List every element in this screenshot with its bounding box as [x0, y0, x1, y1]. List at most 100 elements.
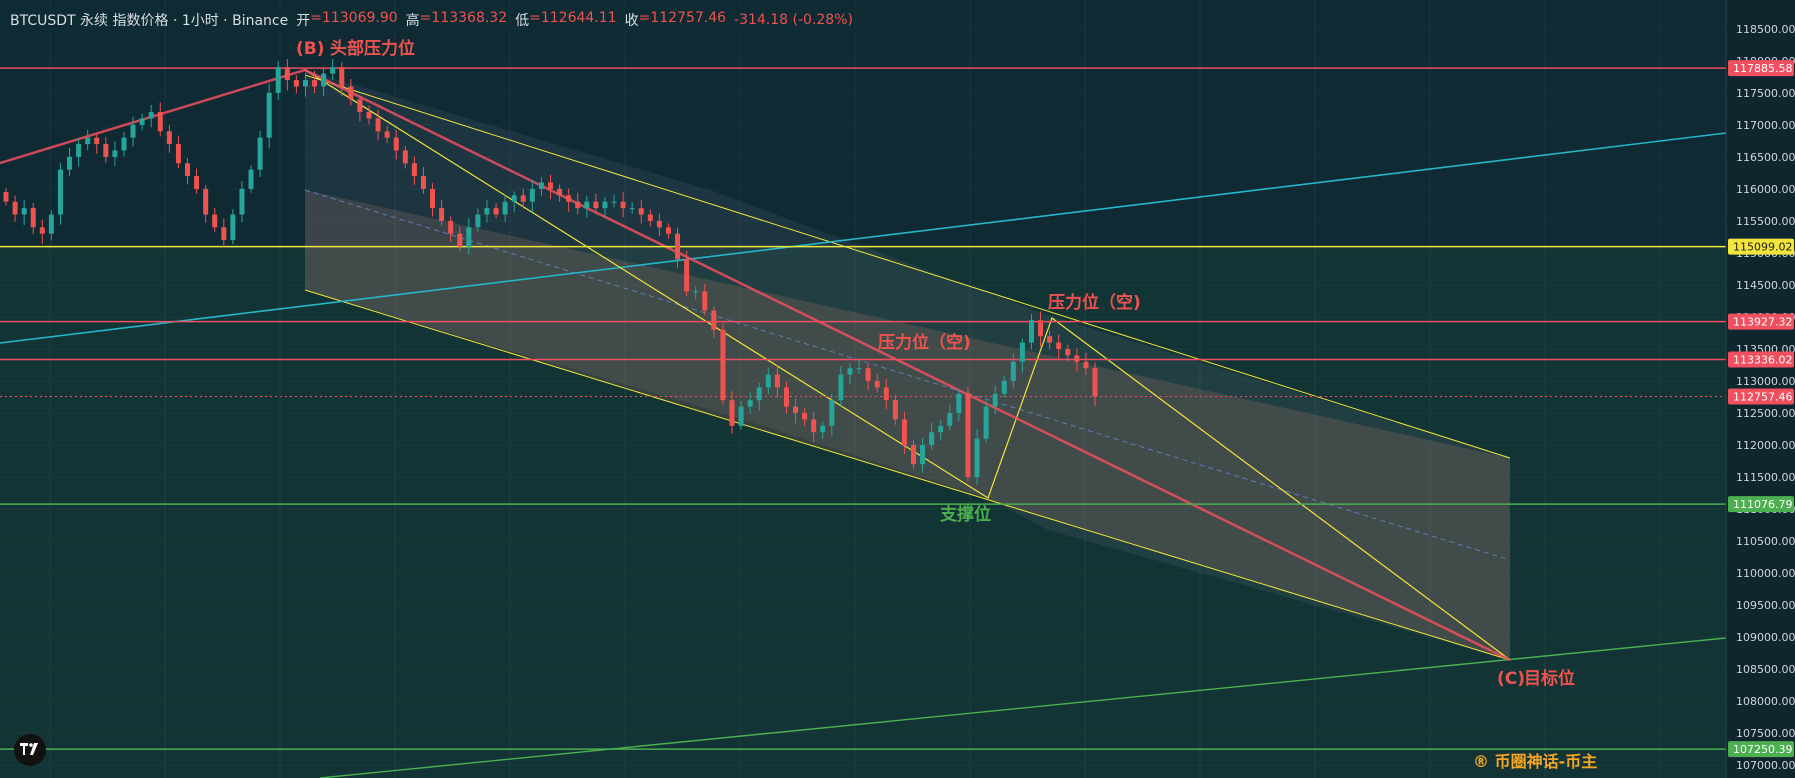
tradingview-logo-icon[interactable] — [14, 734, 46, 766]
candle — [57, 169, 63, 215]
candle — [620, 201, 626, 209]
candle — [711, 310, 717, 330]
candle — [203, 188, 209, 215]
candle — [185, 163, 190, 177]
candle — [847, 368, 853, 375]
candle — [974, 438, 980, 478]
candle — [1019, 342, 1025, 362]
candle — [1028, 320, 1034, 343]
candle — [856, 368, 862, 370]
candle — [366, 112, 372, 119]
candle — [575, 201, 581, 209]
candle — [312, 80, 318, 87]
y-tick-label: 116500.00 — [1736, 151, 1795, 164]
candle — [466, 227, 472, 247]
chart-annotation: 压力位（空) — [1048, 292, 1141, 313]
candle — [947, 413, 953, 426]
candle — [48, 214, 54, 234]
y-tick-label: 108000.00 — [1736, 695, 1795, 708]
candle — [130, 124, 136, 138]
y-tick-label: 107000.00 — [1736, 759, 1795, 772]
y-tick-label: 109500.00 — [1736, 599, 1795, 612]
price-tag — [1728, 388, 1794, 405]
candle — [402, 150, 408, 164]
candle — [647, 214, 653, 221]
candle — [85, 137, 91, 145]
green-trendline — [319, 637, 1727, 778]
candle — [747, 400, 753, 407]
candle — [21, 208, 27, 215]
support-zone — [0, 246, 1726, 778]
price-tag-label: 107250.39 — [1733, 743, 1793, 756]
candle — [684, 259, 690, 292]
channel-midline — [304, 189, 1511, 561]
candle — [557, 188, 563, 196]
candle — [611, 201, 617, 203]
candle — [511, 195, 517, 202]
price-tag-label: 113336.02 — [1733, 353, 1793, 366]
candle — [629, 208, 635, 210]
candle — [293, 80, 299, 87]
candle — [538, 182, 544, 189]
candle — [1074, 355, 1080, 362]
candle — [566, 195, 572, 202]
candle — [838, 374, 844, 401]
candle — [348, 86, 354, 100]
candle — [339, 67, 345, 87]
candle — [112, 150, 118, 157]
candle — [1065, 348, 1071, 356]
chart-annotation: (C) — [1497, 669, 1525, 689]
y-tick-label: 118500.00 — [1736, 23, 1795, 36]
candle — [820, 425, 826, 433]
candle — [121, 137, 127, 151]
ohlc-legend: BTCUSDT 永续 指数价格 · 1小时 · Binance 开 =113069… — [6, 8, 857, 32]
candle — [139, 118, 145, 125]
candle — [175, 144, 181, 164]
candle — [420, 176, 426, 189]
candle — [1083, 361, 1089, 369]
candle — [448, 220, 454, 234]
candle — [829, 400, 835, 426]
candle — [656, 220, 662, 228]
chart-annotation: 头部压力位 — [330, 38, 415, 59]
candle — [393, 137, 399, 151]
channel-bottom-line — [304, 289, 1511, 661]
candle — [484, 208, 490, 215]
candle — [965, 393, 971, 478]
candle — [911, 445, 916, 465]
candle — [76, 144, 82, 157]
candle — [1047, 336, 1053, 343]
candle — [702, 291, 708, 311]
candle — [384, 131, 390, 138]
y-tick-label: 108500.00 — [1736, 663, 1795, 676]
candle — [1010, 361, 1016, 381]
plot-background — [0, 0, 1726, 778]
symbol-label[interactable]: BTCUSDT 永续 指数价格 · 1小时 · Binance — [10, 13, 289, 29]
candle — [665, 227, 671, 234]
candle — [602, 201, 608, 209]
y-tick-label: 116000.00 — [1736, 183, 1795, 196]
change-value: -314.18 (-0.28%) — [734, 12, 853, 28]
candle — [103, 144, 109, 157]
candle — [738, 406, 744, 426]
candle — [811, 419, 817, 433]
y-tick-label: 112500.00 — [1736, 407, 1795, 420]
candle — [3, 192, 9, 202]
candle — [892, 400, 898, 420]
candle — [194, 176, 200, 189]
candle — [729, 400, 735, 426]
candle — [502, 201, 508, 215]
candle — [248, 169, 254, 189]
y-tick-label: 110500.00 — [1736, 535, 1795, 548]
candle — [166, 131, 172, 145]
candle — [30, 208, 36, 228]
wave-path — [304, 69, 1511, 661]
candle — [239, 188, 245, 215]
price-tag-label: 115099.02 — [1733, 241, 1793, 254]
candle — [520, 195, 526, 202]
candle — [584, 201, 590, 209]
y-tick-label: 115500.00 — [1736, 215, 1795, 228]
price-tag — [1728, 741, 1794, 758]
